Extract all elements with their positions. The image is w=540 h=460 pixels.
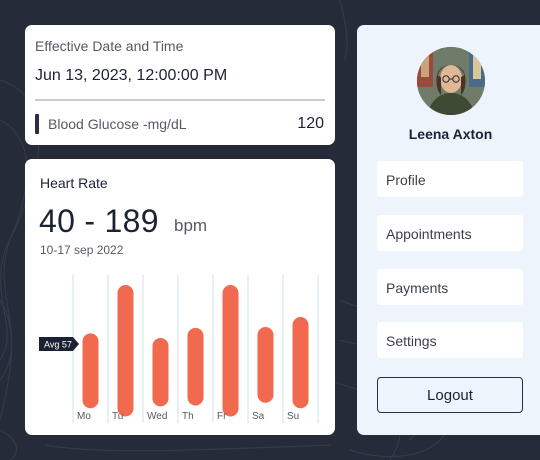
heart-rate-card: Heart Rate 40 - 189 bpm 10-17 sep 2022 M… [25,159,335,435]
blood-glucose-label: Blood Glucose -mg/dL [48,116,187,132]
heart-rate-title: Heart Rate [40,175,108,191]
heart-rate-range: 40 - 189 [39,203,159,239]
x-tick-label: Sa [252,411,265,422]
avatar[interactable] [417,47,485,115]
x-tick-label: Th [182,411,194,422]
x-tick-label: Su [287,411,299,422]
x-tick-label: Wed [147,411,167,422]
bar-sa [257,327,274,403]
heart-rate-chart: Mo Tu Wed Th Fr Sa Su Avg 57 [39,275,319,423]
logout-button[interactable]: Logout [377,377,523,413]
avatar-image [417,47,485,115]
heart-rate-unit: bpm [174,216,208,235]
bar-tu [117,285,134,417]
menu-item-appointments[interactable]: Appointments [377,215,523,251]
avg-label-background [39,337,79,351]
glucose-indicator-bar [35,114,39,134]
heart-rate-dates: 10-17 sep 2022 [40,243,124,257]
avg-label: Avg 57 [44,340,72,350]
bar-wed [152,337,169,407]
divider [35,99,325,101]
effective-date-label: Effective Date and Time [35,38,184,54]
bar-th [187,327,204,406]
menu-item-payments[interactable]: Payments [377,269,523,305]
menu-item-settings[interactable]: Settings [377,322,523,358]
menu-item-profile[interactable]: Profile [377,161,523,197]
bar-fr [222,285,239,417]
bar-mo [82,333,99,409]
profile-sidebar: Leena Axton Profile Appointments Payment… [357,25,540,435]
blood-glucose-value: 120 [297,115,324,132]
glucose-card: Effective Date and Time Jun 13, 2023, 12… [25,25,335,145]
x-tick-label: Mo [77,411,91,422]
bar-su [292,316,309,409]
effective-date-value: Jun 13, 2023, 12:00:00 PM [35,67,228,84]
x-tick-label: Fr [217,411,227,422]
user-name: Leena Axton [408,126,493,142]
x-tick-label: Tu [112,411,123,422]
